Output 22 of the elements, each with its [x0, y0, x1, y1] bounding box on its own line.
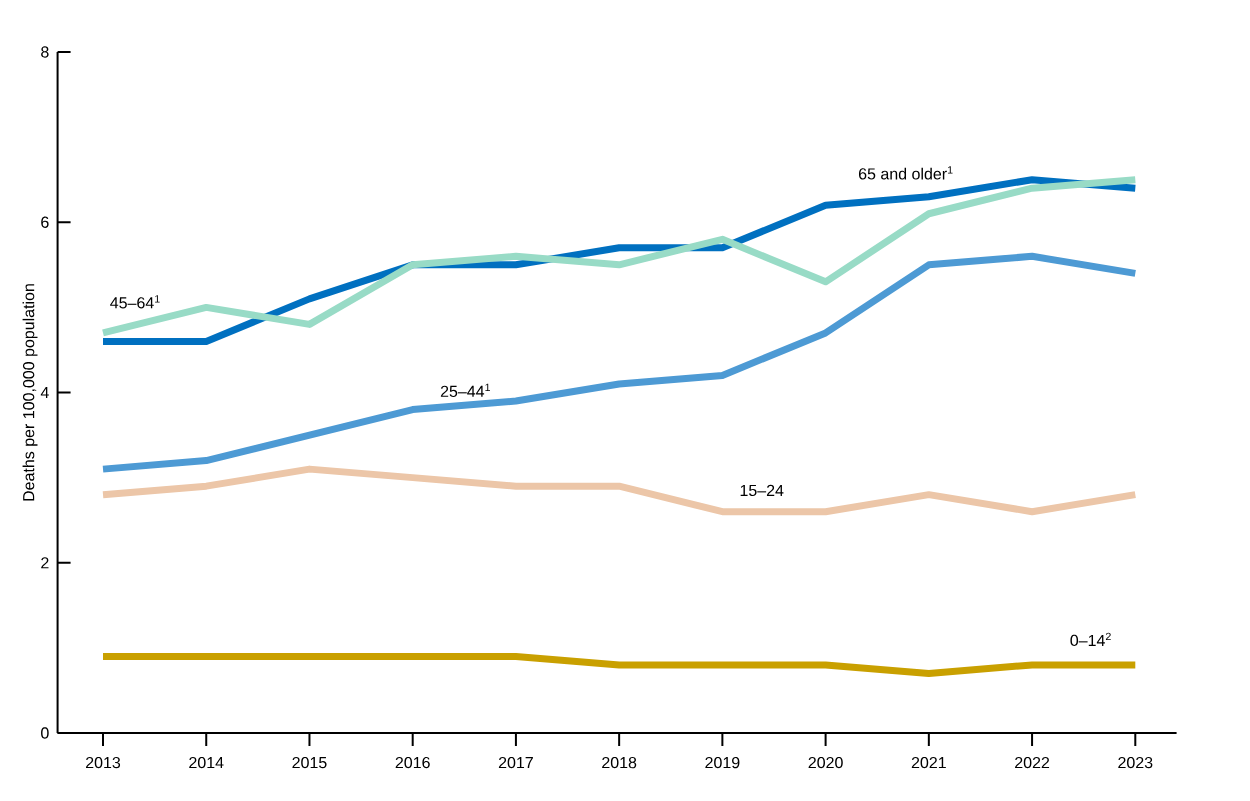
series-label: 25–44$^{1}$	[440, 383, 491, 398]
series-label: 15–24	[740, 484, 784, 497]
x-tick-label: 2015	[292, 756, 327, 769]
y-tick-label: 0	[41, 727, 49, 739]
x-tick-label: 2020	[808, 756, 843, 769]
series-label: 65 and older$^{1}$	[858, 166, 953, 180]
x-tick-label: 2016	[395, 756, 430, 769]
x-tick-label: 2021	[911, 756, 946, 769]
y-tick-label: 2	[41, 557, 49, 569]
series-label: 45–64$^{1}$	[110, 295, 160, 309]
x-tick-label: 2018	[602, 756, 637, 769]
x-tick-label: 2019	[705, 756, 740, 769]
y-tick-label: 4	[40, 387, 49, 399]
x-tick-label: 2013	[86, 756, 121, 769]
y-tick-label: 8	[41, 46, 49, 58]
x-tick-label: 2017	[498, 756, 533, 769]
x-tick-label: 2022	[1015, 756, 1050, 769]
y-axis-title: Deaths per 100,000 population	[22, 284, 38, 501]
x-tick-label: 2023	[1118, 756, 1153, 769]
x-tick-label: 2014	[189, 756, 224, 769]
y-tick-label: 6	[41, 216, 49, 228]
series-label: 0–14$^{2}$	[1070, 632, 1111, 647]
